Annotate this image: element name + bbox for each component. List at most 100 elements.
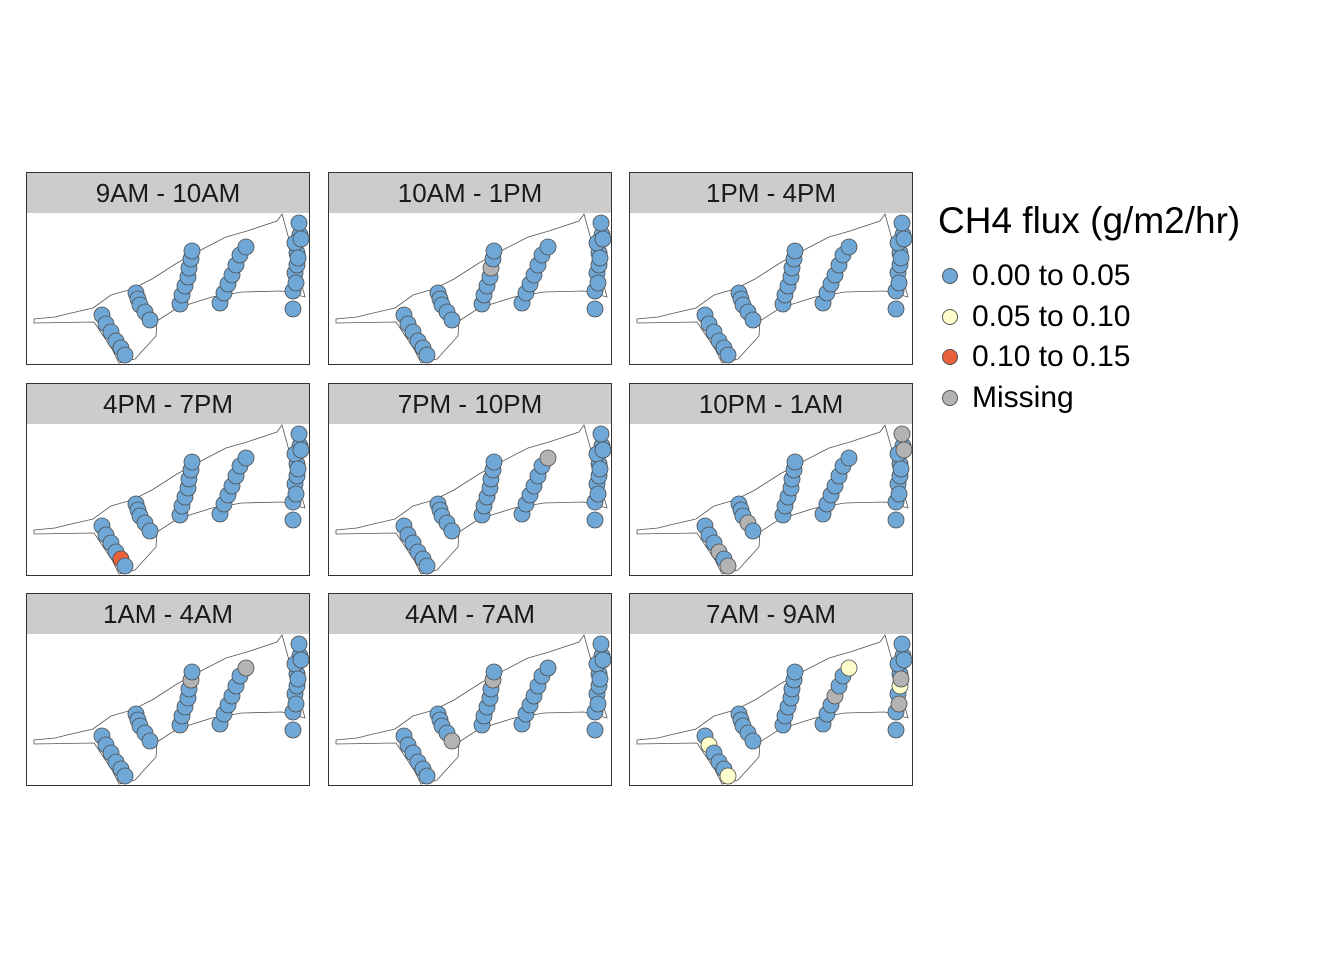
site-point-missing xyxy=(893,425,911,443)
site-point-low xyxy=(141,732,159,750)
site-point-low xyxy=(418,557,436,575)
legend-key-mid xyxy=(942,308,958,325)
site-point-missing xyxy=(539,449,557,467)
site-point-low xyxy=(443,311,461,329)
facet-title: 7PM - 10PM xyxy=(328,383,612,425)
facet-map xyxy=(26,213,310,365)
legend-item-low: 0.00 to 0.05 xyxy=(938,256,1240,297)
site-point-low xyxy=(289,249,307,267)
wetland-outline xyxy=(335,634,608,785)
site-point-low xyxy=(586,511,604,529)
site-point-low xyxy=(893,635,911,653)
site-point-low xyxy=(594,441,611,459)
site-point-mid xyxy=(840,659,858,677)
site-point-low xyxy=(116,346,134,364)
site-point-low xyxy=(887,300,905,318)
legend-item-mid: 0.05 to 0.10 xyxy=(938,297,1240,338)
site-point-missing xyxy=(892,670,910,688)
map-svg xyxy=(33,634,309,785)
site-point-low xyxy=(539,238,557,256)
site-point-low xyxy=(141,522,159,540)
site-point-low xyxy=(290,425,308,443)
facet-title: 1PM - 4PM xyxy=(629,172,913,214)
site-point-low xyxy=(893,214,911,232)
facet-title: 10AM - 1PM xyxy=(328,172,612,214)
wetland-outline xyxy=(636,634,909,785)
legend-title: CH4 flux (g/m2/hr) xyxy=(938,200,1241,241)
legend-item-high: 0.10 to 0.15 xyxy=(938,337,1240,378)
facet-map xyxy=(629,634,913,786)
site-point-low xyxy=(892,249,910,267)
site-point-low xyxy=(418,346,436,364)
legend-item-missing: Missing xyxy=(938,378,1240,419)
wetland-outline xyxy=(33,424,306,575)
site-point-missing xyxy=(890,695,908,713)
facet-panel: 10PM - 1AM xyxy=(629,383,913,577)
site-point-low xyxy=(237,238,255,256)
map-svg xyxy=(335,424,611,575)
map-svg xyxy=(636,424,912,575)
site-point-low xyxy=(290,635,308,653)
site-point-low xyxy=(840,449,858,467)
site-point-low xyxy=(418,767,436,785)
wetland-outline xyxy=(636,424,909,575)
map-svg xyxy=(636,213,912,364)
site-point-low xyxy=(589,485,607,503)
map-svg xyxy=(335,634,611,785)
facet-panel: 10AM - 1PM xyxy=(328,172,612,366)
wetland-outline xyxy=(335,424,608,575)
facet-map xyxy=(629,424,913,576)
facet-title: 10PM - 1AM xyxy=(629,383,913,425)
facet-panel: 7PM - 10PM xyxy=(328,383,612,577)
facet-panel: 1PM - 4PM xyxy=(629,172,913,366)
facet-map xyxy=(26,634,310,786)
site-point-low xyxy=(141,311,159,329)
site-point-low xyxy=(786,663,804,681)
site-point-low xyxy=(786,242,804,260)
site-point-low xyxy=(485,663,503,681)
site-point-low xyxy=(289,670,307,688)
legend-key-high xyxy=(942,349,958,366)
legend-label-mid: 0.05 to 0.10 xyxy=(972,299,1131,333)
map-svg xyxy=(636,634,912,785)
site-point-low xyxy=(594,651,611,669)
site-point-low xyxy=(589,274,607,292)
site-point-low xyxy=(887,511,905,529)
facet-map xyxy=(328,424,612,576)
site-point-low xyxy=(887,721,905,739)
site-point-low xyxy=(786,453,804,471)
site-point-low xyxy=(591,249,609,267)
site-point-low xyxy=(284,721,302,739)
site-point-low xyxy=(895,230,912,248)
map-svg xyxy=(335,213,611,364)
site-point-low xyxy=(592,635,610,653)
site-point-low xyxy=(840,238,858,256)
facet-panel: 4AM - 7AM xyxy=(328,593,612,787)
wetland-outline xyxy=(335,213,608,364)
site-point-low xyxy=(586,721,604,739)
site-point-mid xyxy=(719,767,737,785)
site-point-low xyxy=(183,453,201,471)
facet-title: 4AM - 7AM xyxy=(328,593,612,635)
map-svg xyxy=(33,424,309,575)
site-point-low xyxy=(292,230,309,248)
site-point-low xyxy=(287,274,305,292)
site-point-missing xyxy=(443,732,461,750)
facet-panel: 4PM - 7PM xyxy=(26,383,310,577)
site-point-low xyxy=(719,346,737,364)
site-point-low xyxy=(744,522,762,540)
site-point-low xyxy=(237,449,255,467)
legend-label-missing: Missing xyxy=(972,380,1074,414)
site-point-low xyxy=(485,453,503,471)
site-point-low xyxy=(594,230,611,248)
site-point-missing xyxy=(719,557,737,575)
site-point-low xyxy=(589,695,607,713)
facet-map xyxy=(328,634,612,786)
site-point-low xyxy=(290,214,308,232)
site-point-low xyxy=(539,659,557,677)
site-point-low xyxy=(591,460,609,478)
facet-panel: 7AM - 9AM xyxy=(629,593,913,787)
wetland-outline xyxy=(33,634,306,785)
site-point-low xyxy=(183,242,201,260)
site-point-low xyxy=(284,300,302,318)
